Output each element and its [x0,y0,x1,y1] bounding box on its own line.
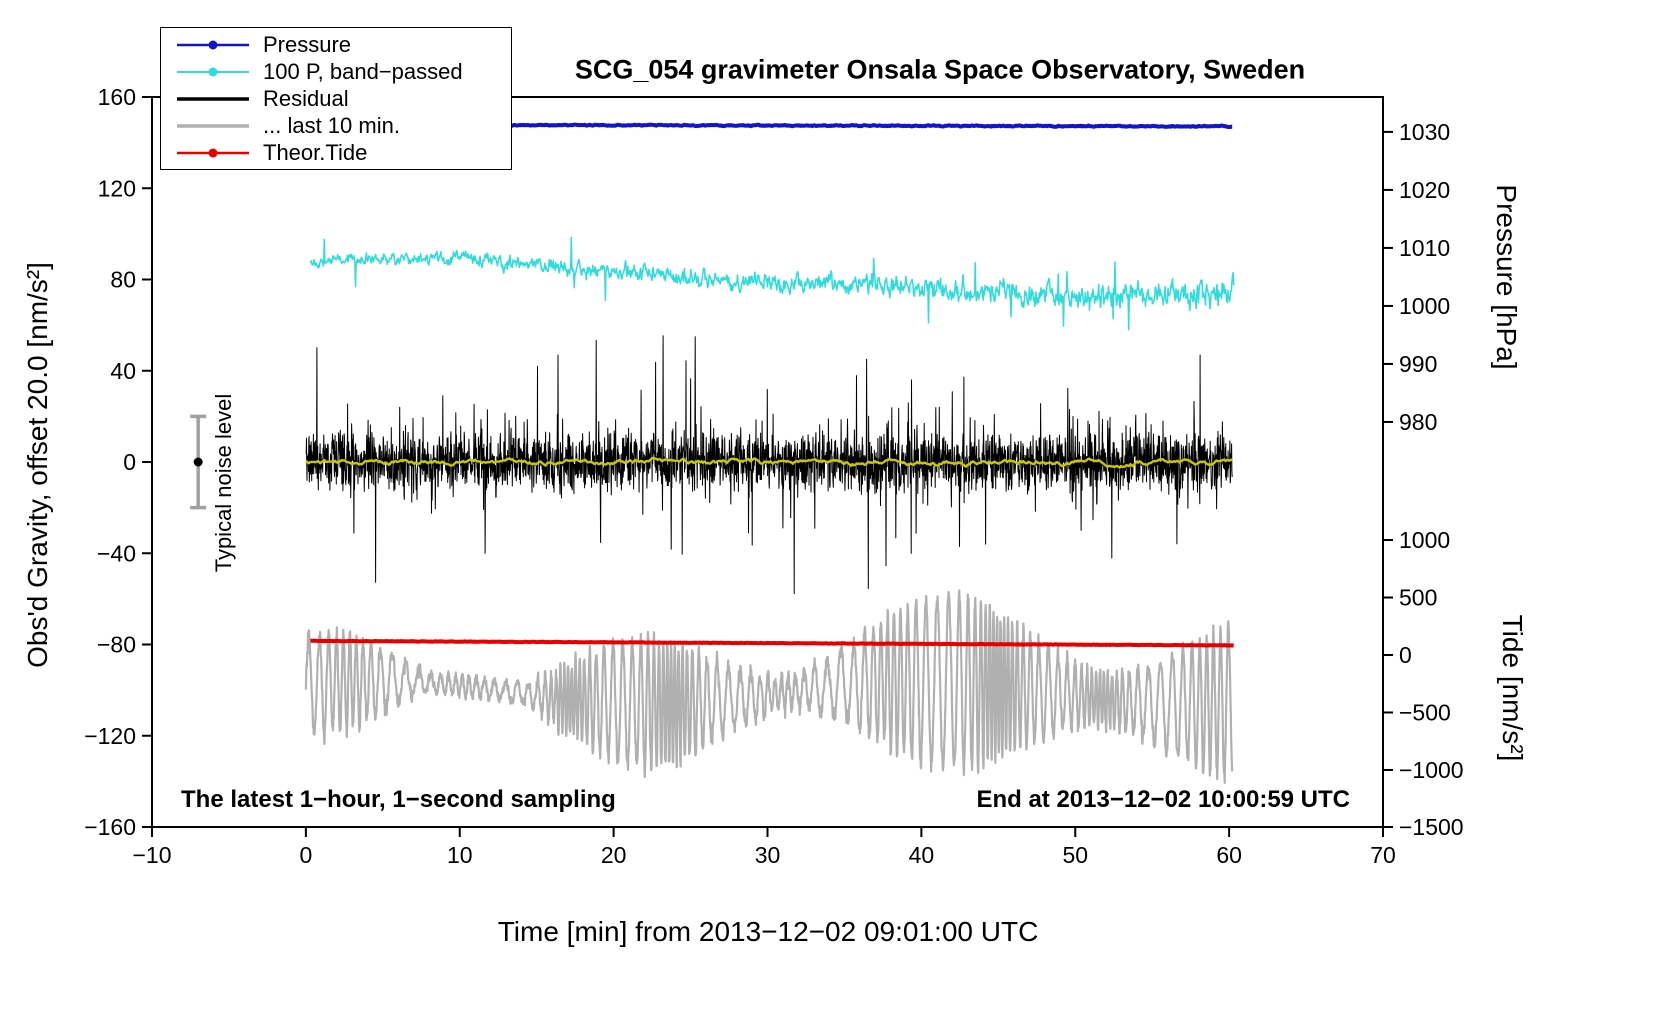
series-residual_smooth [305,456,1233,469]
tide-tick-label: −500 [1399,699,1451,725]
gravity-tick-label: −40 [97,540,136,566]
legend: Pressure 100 P, band−passed Residual... la… [160,27,512,170]
pressure-tick-label: 1000 [1399,293,1450,319]
legend-label: Pressure [263,31,352,57]
x-axis-label: Time [min] from 2013−12−02 09:01:00 UTC [497,916,1039,947]
sampling-note: The latest 1−hour, 1−second sampling [181,786,616,813]
x-tick-label: 0 [299,842,312,868]
x-tick-label: 50 [1062,842,1088,868]
x-tick-label: 30 [755,842,781,868]
legend-label: Residual [263,85,349,111]
legend-marker-theor_tide [177,148,249,157]
series-theor_tide [310,638,1234,648]
legend-item-last_10_min: ... last 10 min. [161,112,511,139]
gravity-tick-label: 80 [110,267,136,293]
series-residual [305,335,1233,595]
x-tick-label: 10 [447,842,473,868]
gravity-tick-label: −80 [97,632,136,658]
end-time-note: End at 2013−12−02 10:00:59 UTC [976,786,1350,813]
x-tick-label: 20 [601,842,627,868]
noise-dot [193,457,203,467]
legend-item-residual: Residual [161,85,511,112]
gravity-tick-label: 160 [98,84,136,110]
gravity-tick-label: 120 [98,175,136,201]
gravity-tick-label: −160 [84,814,136,840]
legend-item-theor_tide: Theor.Tide [161,139,511,166]
gravity-tick-label: 0 [123,449,136,475]
legend-marker-band_passed [177,67,249,76]
y-axis-label-tide: Tide [nm/s²] [1497,614,1528,762]
gravity-tick-label: 40 [110,358,136,384]
legend-marker-last_10_min [177,123,249,128]
series-band_passed [309,236,1235,331]
x-tick-label: 40 [909,842,935,868]
pressure-tick-label: 990 [1399,351,1437,377]
gravity-tick-label: −120 [84,723,136,749]
legend-marker-residual [177,96,249,101]
noise-level-label: Typical noise level [211,393,236,573]
legend-label: Theor.Tide [263,139,368,165]
tide-tick-label: 0 [1399,642,1412,668]
y-axis-label-pressure: Pressure [hPa] [1491,184,1522,370]
y-axis-label-gravity: Obs'd Gravity, offset 20.0 [nm/s²] [22,262,53,668]
legend-marker-pressure [177,40,249,49]
tide-tick-label: −1000 [1399,757,1464,783]
x-tick-label: 70 [1370,842,1396,868]
legend-item-pressure: Pressure [161,31,511,58]
x-tick-label: 60 [1216,842,1242,868]
legend-label: ... last 10 min. [263,112,400,138]
tide-tick-label: 500 [1399,585,1437,611]
legend-label: 100 P, band−passed [263,58,463,84]
chart-title: SCG_054 gravimeter Onsala Space Observat… [574,54,1306,85]
tide-tick-label: −1500 [1399,814,1464,840]
pressure-tick-label: 1030 [1399,119,1450,145]
pressure-tick-label: 980 [1399,409,1437,435]
legend-item-band_passed: 100 P, band−passed [161,58,511,85]
series-last_10_min [304,589,1234,784]
pressure-tick-label: 1020 [1399,177,1450,203]
tide-tick-label: 1000 [1399,527,1450,553]
x-tick-label: −10 [132,842,171,868]
pressure-tick-label: 1010 [1399,235,1450,261]
